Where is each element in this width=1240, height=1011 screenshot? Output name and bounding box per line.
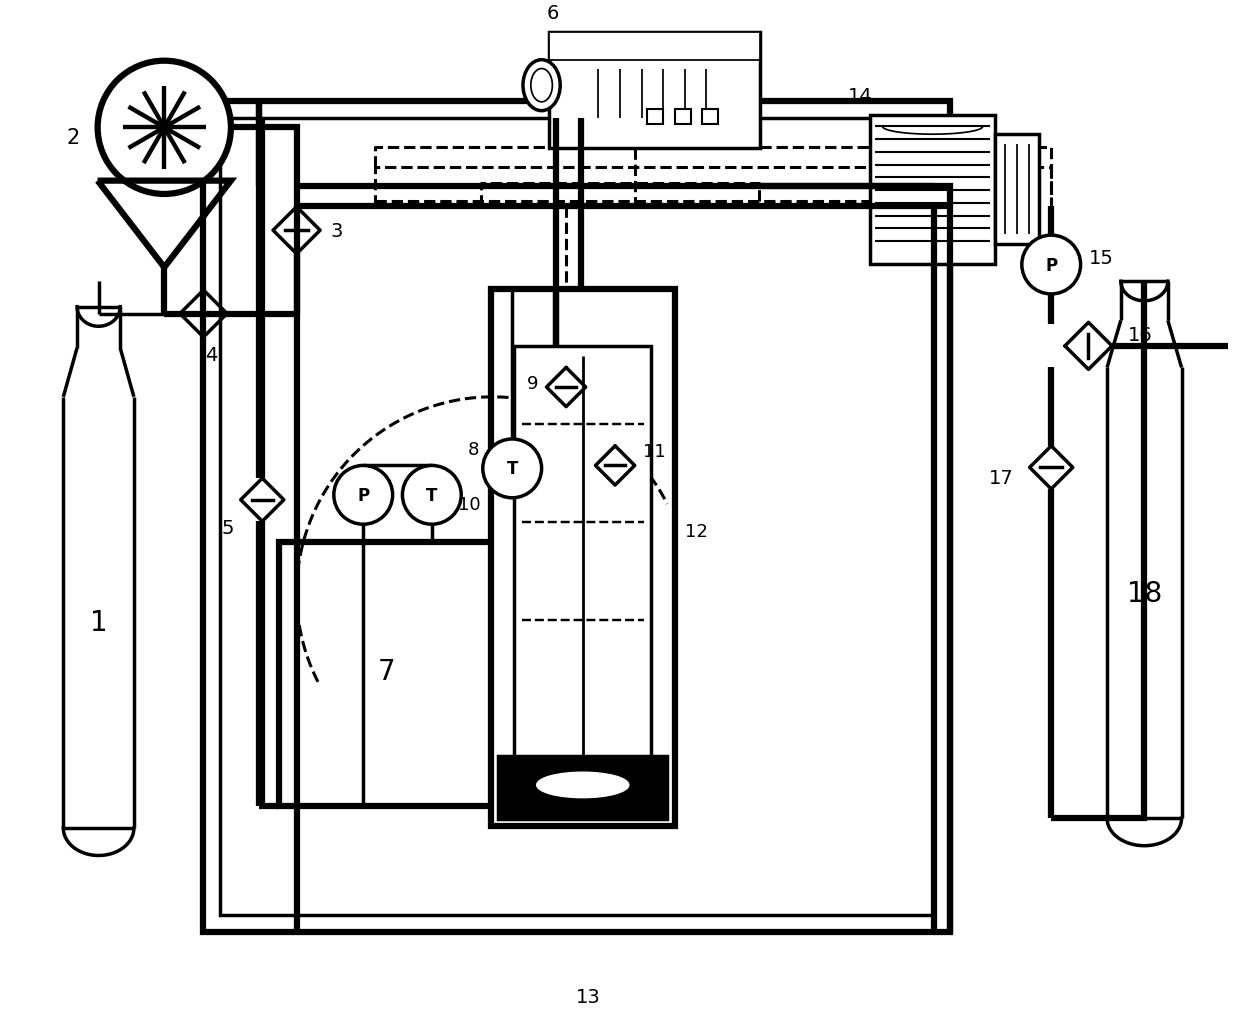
- Text: P: P: [1045, 256, 1058, 274]
- Bar: [491, 290, 675, 826]
- Text: 4: 4: [205, 346, 217, 365]
- Bar: [675, 109, 691, 125]
- Bar: [549, 33, 760, 61]
- Text: 15: 15: [1089, 249, 1114, 268]
- Ellipse shape: [537, 772, 629, 798]
- Text: 16: 16: [1127, 326, 1152, 345]
- Circle shape: [334, 466, 393, 525]
- Circle shape: [482, 440, 542, 498]
- Text: 6: 6: [547, 4, 559, 23]
- Bar: [647, 109, 663, 125]
- Text: 14: 14: [848, 87, 873, 106]
- Text: T: T: [427, 486, 438, 504]
- Text: 17: 17: [990, 468, 1014, 487]
- Bar: [279, 542, 492, 807]
- Bar: [498, 756, 667, 820]
- Bar: [221, 118, 934, 915]
- Circle shape: [403, 466, 461, 525]
- Text: 2: 2: [67, 128, 81, 148]
- Bar: [702, 109, 718, 125]
- Bar: [515, 347, 651, 780]
- Circle shape: [1022, 236, 1080, 294]
- Circle shape: [98, 62, 231, 195]
- Text: P: P: [357, 486, 370, 504]
- Text: 10: 10: [459, 495, 481, 514]
- Text: 3: 3: [331, 221, 343, 241]
- Text: 7: 7: [378, 657, 396, 685]
- Ellipse shape: [531, 70, 552, 103]
- Bar: [549, 33, 760, 149]
- Bar: [996, 135, 1039, 245]
- Text: 8: 8: [467, 441, 479, 458]
- Text: 5: 5: [222, 519, 234, 537]
- Text: 18: 18: [1127, 579, 1162, 608]
- Text: T: T: [506, 460, 518, 478]
- Text: 11: 11: [642, 442, 666, 460]
- Bar: [203, 102, 950, 932]
- Text: 9: 9: [527, 375, 538, 392]
- Bar: [870, 115, 996, 264]
- Text: 12: 12: [684, 523, 708, 540]
- Text: 1: 1: [89, 609, 108, 637]
- Ellipse shape: [523, 61, 560, 111]
- Text: 13: 13: [577, 987, 601, 1006]
